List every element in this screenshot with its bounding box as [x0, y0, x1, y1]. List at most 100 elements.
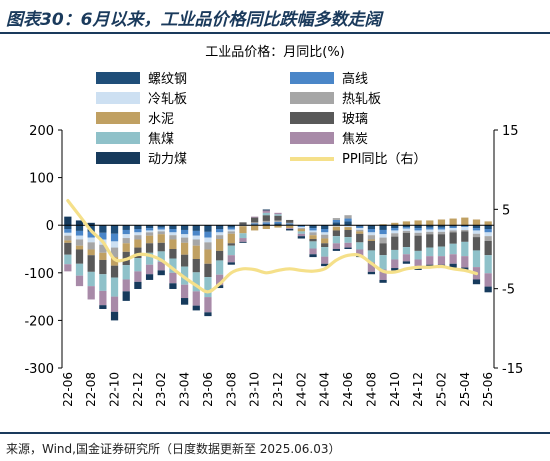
bar-焦煤-24-07	[356, 242, 364, 250]
bar-水泥-23-12	[274, 225, 282, 228]
bar-水泥-24-04	[321, 238, 329, 244]
bar-高线-25-01	[426, 227, 434, 230]
bar-冷轧板-23-06	[204, 237, 212, 243]
bar-螺纹钢-24-04	[321, 225, 329, 230]
bar-高线-23-10	[251, 223, 259, 225]
bar-高线-25-06	[484, 229, 492, 233]
bar-焦炭-22-12	[134, 271, 142, 282]
bar-玻璃-23-01	[145, 243, 154, 253]
bar-高线-23-02	[157, 227, 165, 230]
y-tick-label: 0	[46, 219, 54, 234]
bar-热轧板-23-01	[145, 232, 154, 236]
bar-焦炭-25-01	[426, 256, 434, 265]
x-tick-label: 25-06	[481, 372, 495, 407]
bar-高线-24-05	[332, 219, 340, 223]
bar-动力煤-23-11	[262, 209, 270, 211]
bar-高线-23-04	[180, 229, 189, 235]
source-bar: 来源，Wind,国金证券研究所（日度数据更新至 2025.06.03）	[0, 432, 550, 461]
bar-水泥-23-04	[180, 242, 189, 255]
legend-label-PPI: PPI同比（右）	[342, 152, 427, 167]
bar-焦炭-24-01	[286, 228, 294, 230]
bar-焦煤-23-05	[192, 272, 200, 292]
bar-冷轧板-24-05	[332, 225, 340, 227]
bar-焦煤-24-12	[414, 250, 422, 260]
bar-螺纹钢-22-10	[110, 225, 119, 234]
bar-水泥-22-08	[87, 249, 95, 256]
bar-冷轧板-24-06	[344, 225, 352, 228]
bar-焦煤-23-12	[274, 214, 282, 216]
bar-高线-24-04	[321, 229, 329, 233]
bar-冷轧板-22-10	[110, 241, 119, 248]
bar-玻璃-24-03	[309, 239, 317, 242]
bar-动力煤-23-08	[227, 262, 235, 265]
bar-动力煤-22-10	[110, 311, 119, 321]
bar-焦煤-23-06	[204, 277, 212, 298]
bar-热轧板-25-04	[461, 229, 469, 232]
bar-焦煤-23-11	[262, 212, 270, 216]
bar-焦炭-24-07	[356, 249, 364, 256]
bar-热轧板-22-10	[110, 247, 119, 258]
y-tick-label: -200	[24, 314, 54, 329]
bar-动力煤-24-01	[286, 229, 294, 231]
bar-高线-22-12	[134, 229, 142, 233]
bar-玻璃-23-06	[204, 263, 212, 278]
bar-焦炭-23-03	[169, 272, 177, 284]
bar-焦炭-24-02	[297, 233, 305, 237]
bar-高线-23-06	[204, 231, 212, 238]
bar-高线-23-01	[145, 228, 154, 231]
chart-title: 图表30：6月以来，工业品价格同比跌幅多数走阔	[6, 10, 382, 30]
bar-玻璃-23-10	[251, 217, 259, 223]
bar-焦炭-24-08	[367, 262, 376, 272]
bar-高线-25-05	[472, 228, 481, 231]
bar-玻璃-24-11	[402, 232, 411, 248]
bar-螺纹钢-25-03	[449, 225, 457, 227]
bar-冷轧板-25-01	[426, 229, 434, 232]
bar-玻璃-22-10	[110, 265, 119, 278]
bar-焦炭-23-08	[227, 255, 235, 263]
x-tick-label: 23-04	[178, 372, 192, 407]
x-tick-label: 24-04	[318, 372, 332, 407]
bar-螺纹钢-24-12	[414, 225, 422, 229]
bar-热轧板-24-04	[321, 234, 329, 239]
bar-水泥-23-07	[216, 239, 224, 251]
bar-高线-23-11	[262, 222, 270, 224]
bar-水泥-23-02	[157, 234, 165, 243]
bar-高线-24-02	[297, 226, 305, 228]
bar-水泥-24-08	[367, 239, 376, 241]
bar-焦煤-25-05	[472, 250, 481, 268]
bar-焦炭-24-11	[402, 254, 411, 262]
bar-焦煤-24-02	[297, 231, 305, 234]
legend-label-冷轧板: 冷轧板	[148, 92, 187, 107]
bar-焦炭-22-06	[64, 264, 72, 272]
bar-热轧板-25-05	[472, 233, 481, 238]
bar-动力煤-22-07	[75, 220, 84, 226]
bar-水泥-23-03	[169, 239, 177, 249]
bar-水泥-22-06	[64, 240, 72, 243]
bar-高线-23-08	[227, 227, 235, 230]
bar-高线-23-12	[274, 221, 282, 224]
bars-layer	[64, 209, 492, 321]
bar-热轧板-23-12	[274, 220, 282, 222]
bar-水泥-25-01	[426, 220, 434, 226]
bar-动力煤-23-06	[204, 312, 212, 317]
bar-水泥-23-06	[204, 249, 212, 264]
legend-swatch-PPI	[290, 157, 334, 161]
bar-热轧板-24-03	[309, 232, 317, 236]
bar-热轧板-23-10	[251, 222, 259, 224]
bar-动力煤-24-10	[391, 268, 399, 271]
bar-焦煤-25-06	[484, 255, 492, 274]
bar-高线-24-07	[356, 226, 364, 229]
x-tick-label: 22-06	[61, 372, 75, 407]
bar-高线-22-11	[122, 229, 130, 235]
y-tick-label: -300	[24, 362, 54, 377]
bar-水泥-25-04	[461, 217, 469, 226]
bar-水泥-22-10	[110, 257, 119, 266]
bar-焦煤-23-08	[227, 245, 235, 256]
bar-冷轧板-22-07	[75, 235, 84, 240]
bar-动力煤-24-06	[344, 247, 352, 249]
bar-冷轧板-24-02	[297, 227, 305, 229]
bar-玻璃-22-06	[64, 242, 72, 255]
bar-高线-23-03	[169, 229, 177, 233]
bar-螺纹钢-24-10	[391, 225, 399, 229]
